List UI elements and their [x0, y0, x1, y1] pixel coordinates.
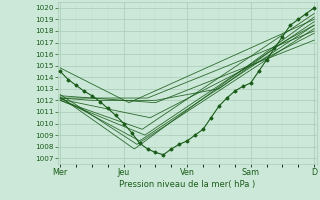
X-axis label: Pression niveau de la mer( hPa ): Pression niveau de la mer( hPa ) — [119, 180, 255, 189]
